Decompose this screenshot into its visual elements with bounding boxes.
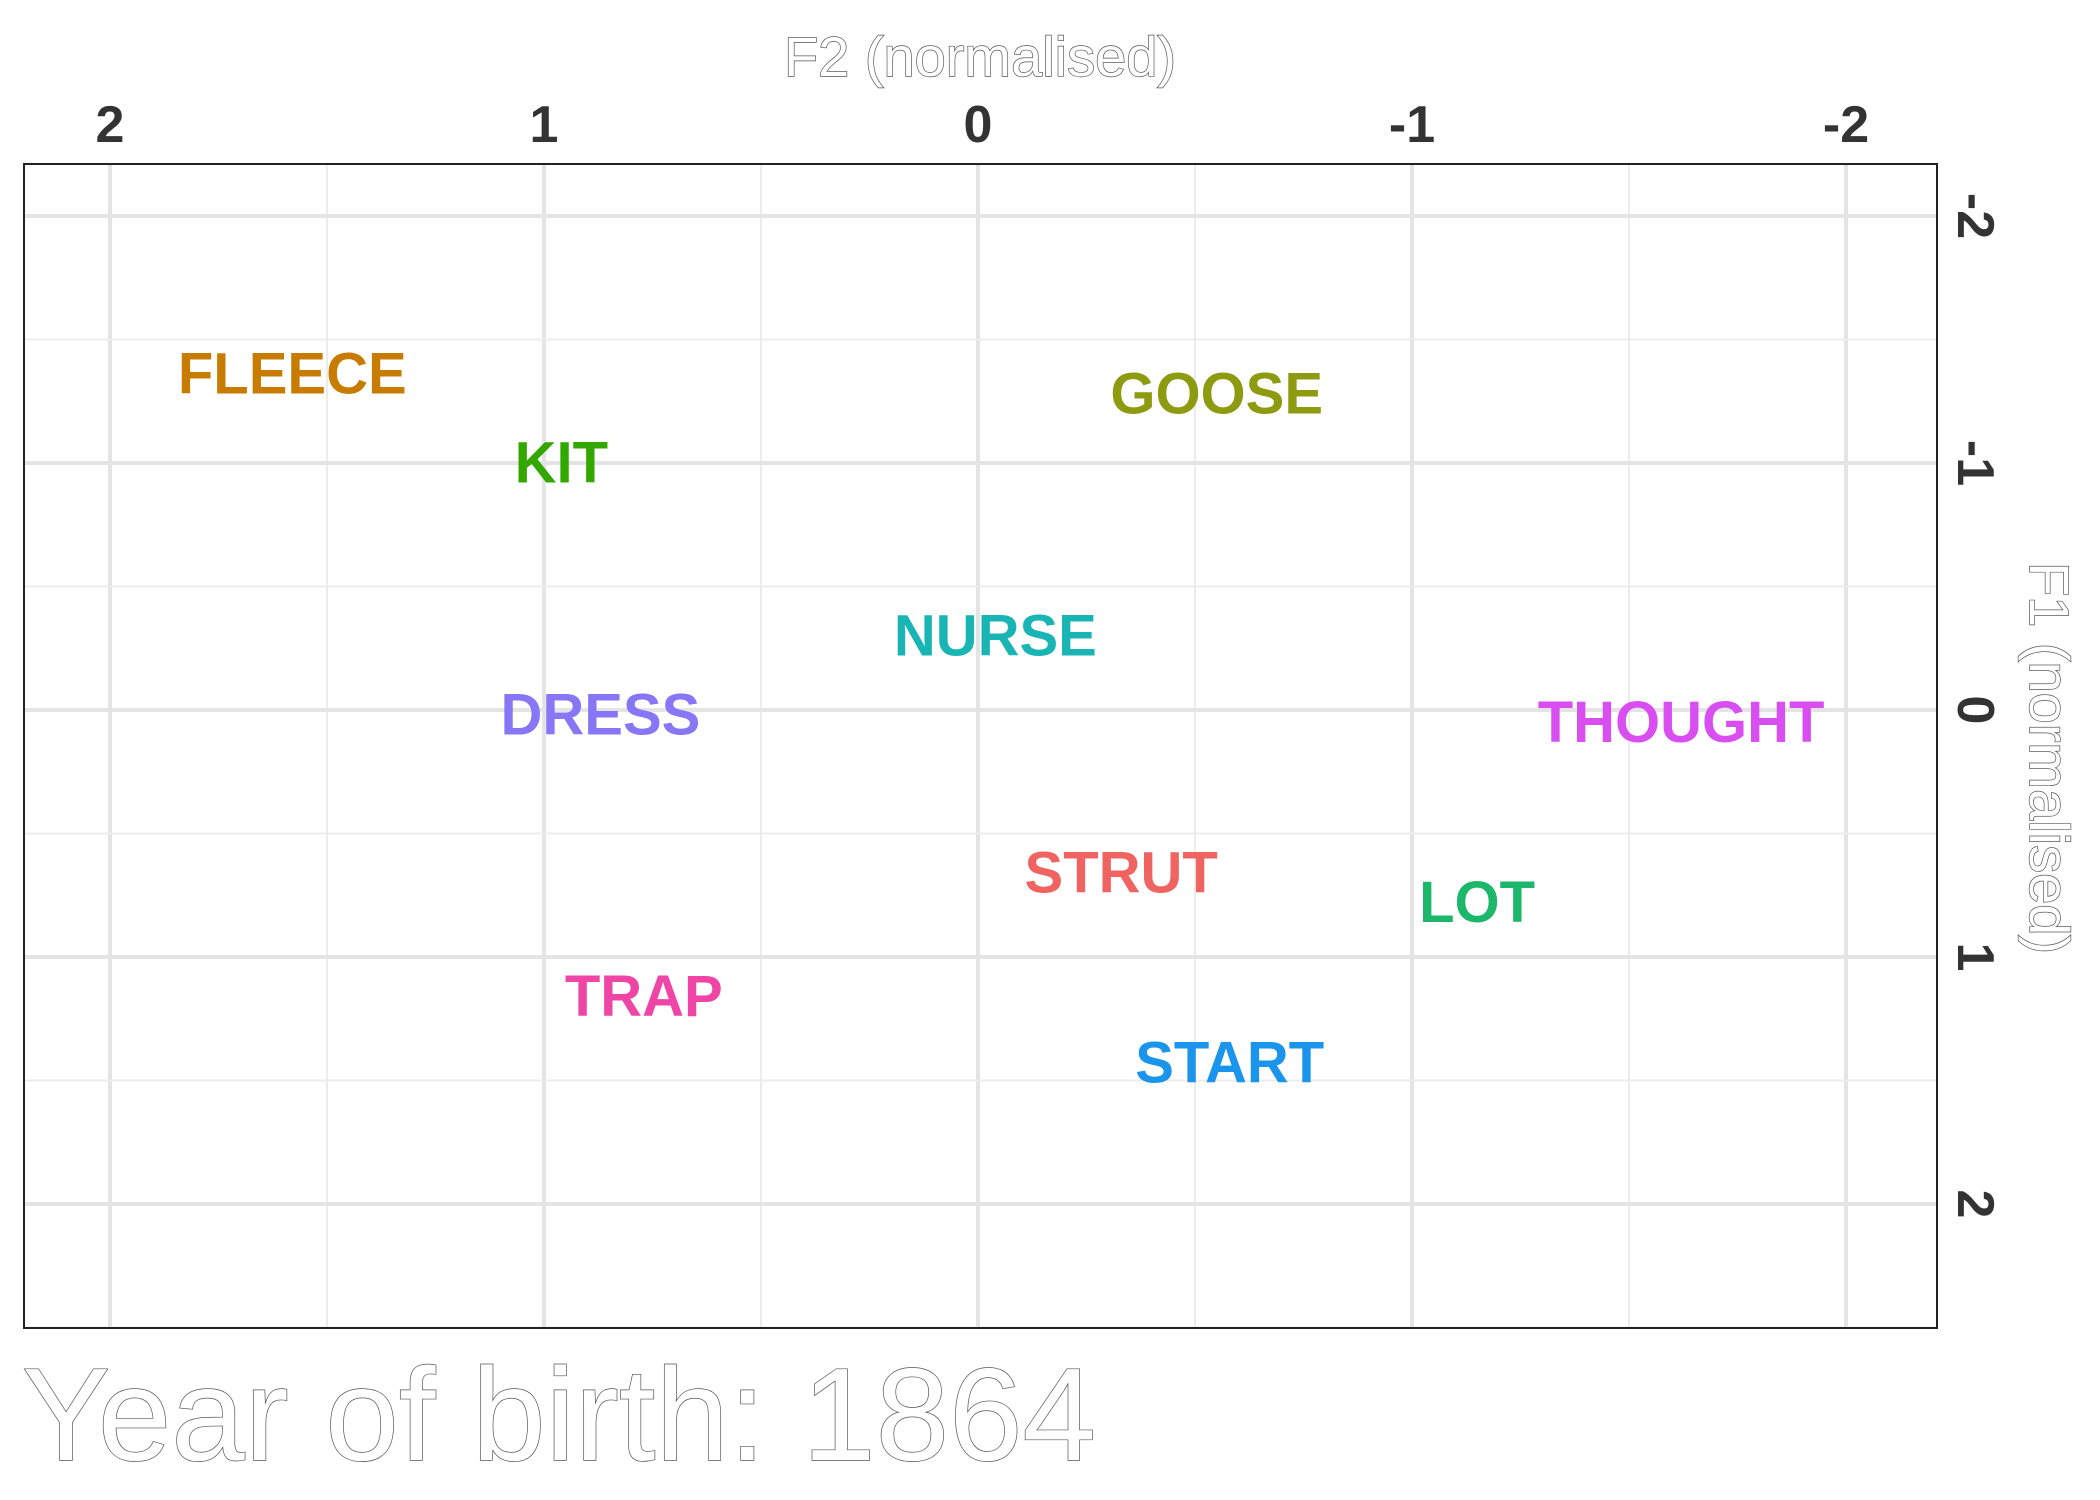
vowel-labels: FLEECE GOOSE KIT NURSE DRESS THOUGHT STRUT LOT T… [178, 342, 1825, 1096]
x-tick-label: 2 [96, 96, 125, 154]
plot-panel [23, 163, 1938, 1329]
vowel-label-trap: TRAP [565, 964, 723, 1029]
vowel-label-fleece: FLEECE [178, 342, 407, 407]
vowel-label-nurse: NURSE [894, 603, 1097, 668]
vowel-label-start: START [1135, 1031, 1324, 1096]
vowel-label-thought: THOUGHT [1538, 690, 1825, 755]
y-tick-label: -1 [1946, 440, 2004, 486]
vowel-label-lot: LOT [1419, 870, 1535, 935]
year-of-birth-caption: Year of birth: 1864 [22, 1341, 1096, 1488]
vowel-label-dress: DRESS [501, 682, 701, 747]
x-tick-label: -1 [1389, 96, 1435, 154]
grid [24, 164, 1937, 1329]
x-tick-label: -2 [1823, 96, 1869, 154]
x-axis-ticks: 2 1 0 -1 -2 [96, 96, 1870, 154]
y-tick-label: -2 [1946, 193, 2004, 239]
x-tick-label: 0 [964, 96, 993, 154]
y-tick-label: 1 [1946, 943, 2004, 972]
y-axis-ticks: -2 -1 0 1 2 [1946, 193, 2004, 1219]
vowel-label-strut: STRUT [1025, 841, 1218, 906]
vowel-label-goose: GOOSE [1110, 361, 1323, 426]
y-tick-label: 0 [1946, 696, 2004, 725]
x-axis-title: F2 (normalised) [784, 25, 1176, 88]
y-tick-label: 2 [1946, 1190, 2004, 1219]
x-tick-label: 1 [530, 96, 559, 154]
vowel-label-kit: KIT [515, 431, 608, 496]
y-axis-title: F1 (normalised) [2018, 562, 2081, 954]
